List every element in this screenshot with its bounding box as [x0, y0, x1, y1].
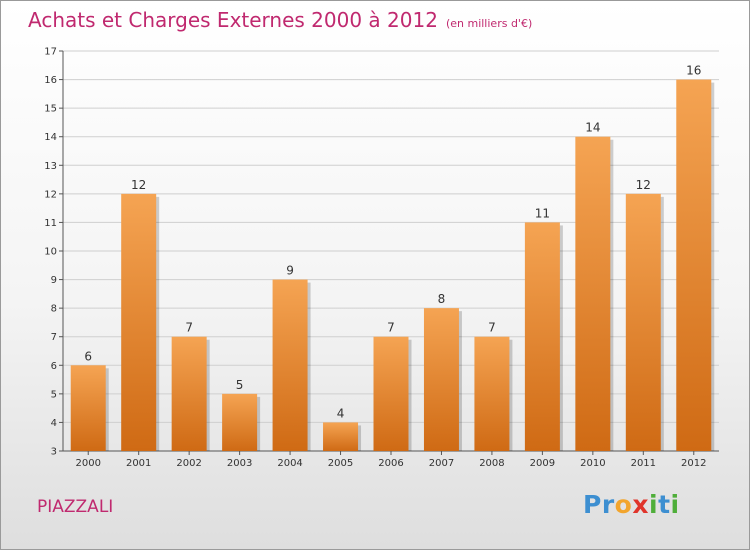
data-label: 16: [686, 64, 701, 78]
bar: [323, 422, 359, 451]
logo-letter: r: [601, 490, 615, 519]
y-tick-label: 4: [51, 418, 57, 429]
x-tick-label: 2006: [378, 458, 403, 469]
chart-subtitle: (en milliers d'€): [445, 17, 533, 30]
data-label: 9: [286, 264, 294, 278]
y-tick-label: 5: [51, 389, 57, 400]
x-tick-label: 2000: [76, 458, 101, 469]
data-label: 12: [636, 178, 651, 192]
data-label: 6: [84, 349, 92, 363]
chart-title: Achats et Charges Externes 2000 à 2012 (e…: [28, 8, 532, 32]
logo-letter: o: [614, 490, 633, 519]
x-tick-label: 2009: [530, 458, 555, 469]
bar: [171, 336, 207, 451]
x-tick-label: 2005: [328, 458, 353, 469]
logo-letter: P: [583, 490, 602, 519]
data-label: 14: [585, 121, 600, 135]
logo-letter: x: [632, 490, 649, 519]
data-label: 7: [387, 321, 395, 335]
x-tick-label: 2002: [176, 458, 201, 469]
bar: [423, 308, 459, 451]
x-tick-label: 2004: [277, 458, 302, 469]
x-tick-label: 2001: [126, 458, 151, 469]
logo-letter: i: [670, 490, 680, 519]
bar: [474, 336, 510, 451]
data-label: 4: [337, 406, 345, 420]
bar: [524, 222, 560, 451]
x-tick-label: 2010: [580, 458, 605, 469]
y-tick-label: 7: [51, 332, 57, 343]
y-tick-label: 13: [44, 161, 57, 172]
y-tick-label: 6: [51, 361, 57, 372]
proxiti-logo: Proxiti: [583, 490, 680, 519]
data-label: 5: [236, 378, 244, 392]
bar: [625, 193, 661, 451]
y-tick-label: 12: [44, 189, 57, 200]
bar: [575, 136, 611, 451]
y-tick-label: 10: [44, 247, 57, 258]
y-tick-label: 16: [44, 75, 57, 86]
logo-letter: i: [649, 490, 659, 519]
x-tick-label: 2007: [429, 458, 454, 469]
bar: [373, 336, 409, 451]
bar: [272, 279, 308, 451]
bar: [222, 393, 258, 451]
data-label: 8: [438, 292, 446, 306]
y-tick-label: 17: [44, 47, 57, 58]
x-tick-label: 2011: [631, 458, 656, 469]
data-label: 12: [131, 178, 146, 192]
y-tick-label: 14: [44, 132, 57, 143]
data-label: 7: [185, 321, 193, 335]
y-tick-label: 15: [44, 104, 57, 115]
data-label: 7: [488, 321, 496, 335]
logo-letter: t: [658, 490, 671, 519]
y-tick-label: 11: [44, 218, 57, 229]
x-tick-label: 2003: [227, 458, 252, 469]
data-label: 11: [535, 206, 550, 220]
commune-name: PIAZZALI: [37, 497, 114, 517]
y-tick-label: 3: [51, 447, 57, 458]
x-tick-label: 2012: [681, 458, 706, 469]
bar: [70, 365, 106, 451]
x-tick-label: 2008: [479, 458, 504, 469]
y-tick-label: 8: [51, 304, 57, 315]
y-tick-label: 9: [51, 275, 57, 286]
bar: [676, 79, 712, 452]
chart-title-text: Achats et Charges Externes 2000 à 2012: [28, 8, 438, 32]
bar: [121, 193, 157, 451]
